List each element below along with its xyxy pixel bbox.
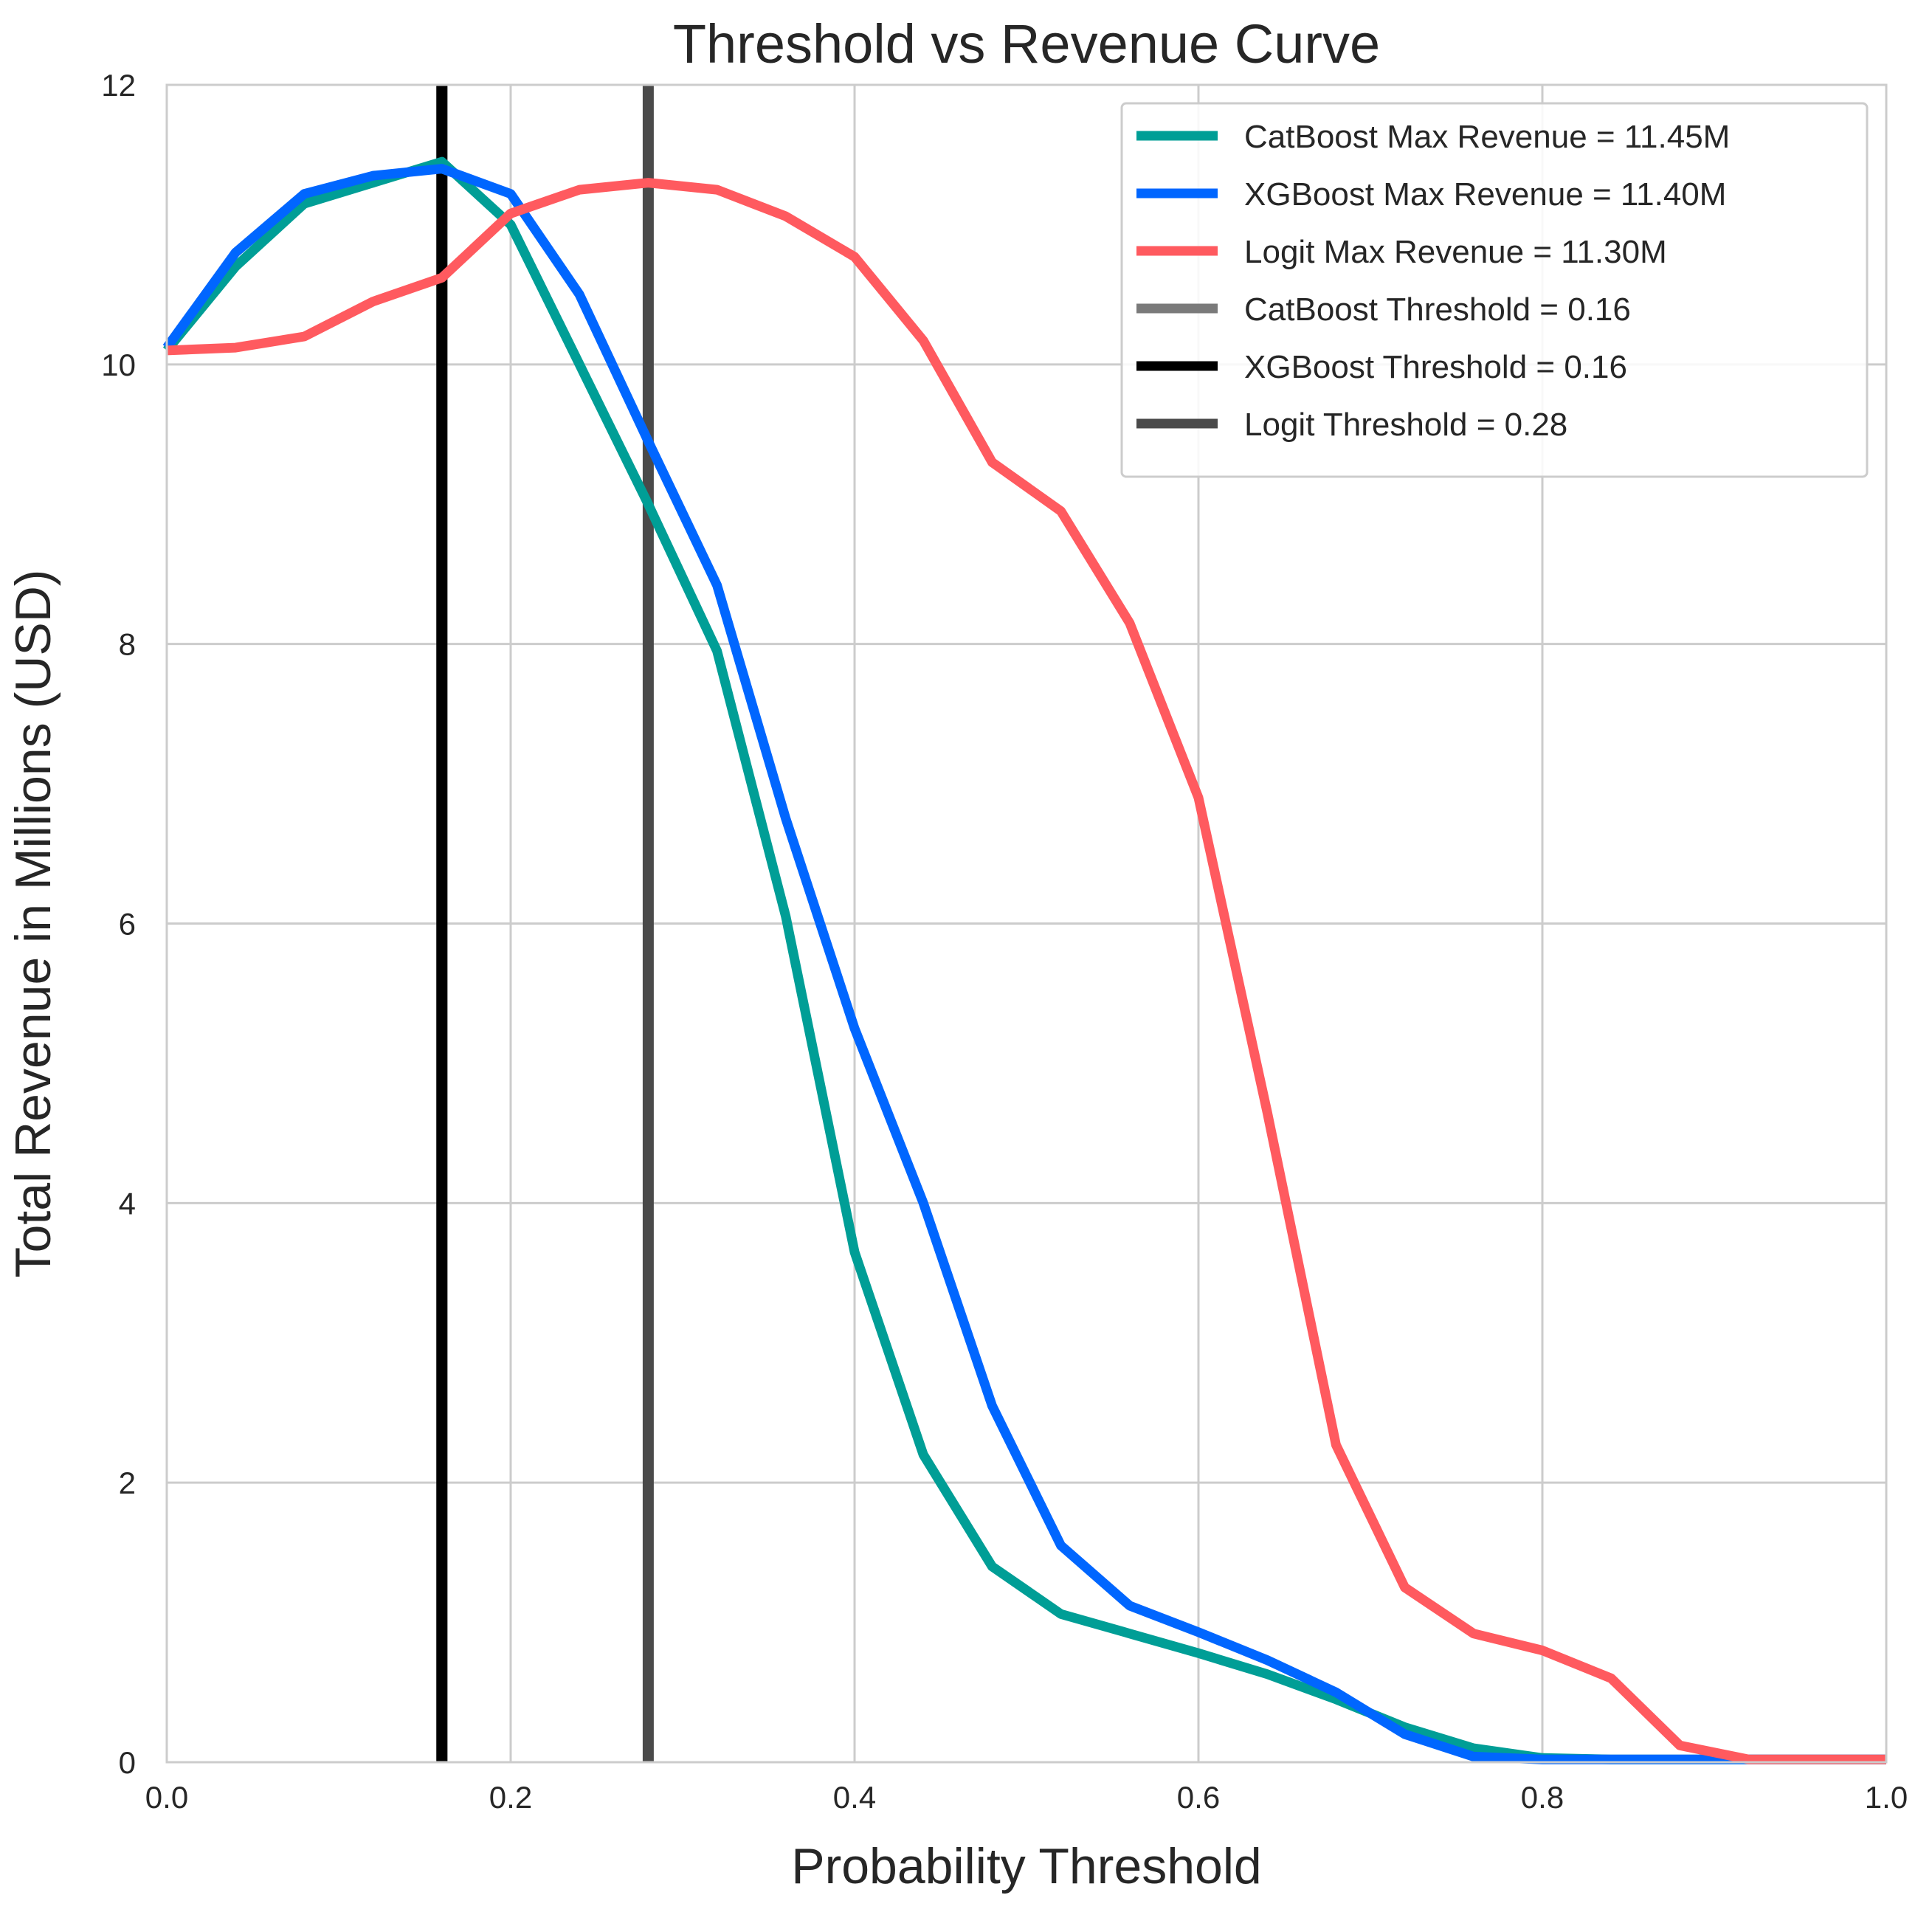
x-tick-label: 0.8 [1521, 1780, 1564, 1815]
y-tick-label: 2 [119, 1466, 136, 1500]
y-tick-label: 4 [119, 1186, 136, 1221]
x-tick-labels: 0.0 0.2 0.4 0.6 0.8 1.0 [145, 1780, 1908, 1815]
y-tick-label: 8 [119, 627, 136, 662]
y-tick-label: 0 [119, 1745, 136, 1780]
series-lines [162, 156, 1886, 1764]
series-line [166, 178, 1886, 1764]
gridlines [165, 83, 1888, 1764]
plot-frame [165, 83, 1888, 1764]
chart-title: Threshold vs Revenue Curve [673, 13, 1380, 75]
legend-label: XGBoost Max Revenue = 11.40M [1244, 176, 1726, 213]
x-tick-label: 0.4 [833, 1780, 876, 1815]
series-line [162, 164, 1886, 1764]
legend-label: CatBoost Max Revenue = 11.45M [1244, 119, 1730, 155]
y-tick-label: 12 [101, 68, 136, 103]
y-tick-labels: 0 2 4 6 8 10 12 [101, 68, 136, 1780]
legend-label: XGBoost Threshold = 0.16 [1244, 349, 1627, 385]
y-axis-label: Total Revenue in Millions (USD) [5, 570, 61, 1278]
threshold-lines [436, 85, 654, 1762]
x-tick-label: 0.0 [145, 1780, 188, 1815]
legend: CatBoost Max Revenue = 11.45M XGBoost Max… [1120, 102, 1869, 478]
y-tick-label: 6 [119, 907, 136, 942]
y-tick-label: 10 [101, 348, 136, 382]
x-tick-label: 0.2 [489, 1780, 532, 1815]
legend-box [1120, 102, 1869, 478]
x-axis-label: Probability Threshold [791, 1838, 1262, 1894]
x-tick-label: 0.6 [1177, 1780, 1220, 1815]
x-tick-label: 1.0 [1865, 1780, 1908, 1815]
legend-label: Logit Threshold = 0.28 [1244, 407, 1567, 443]
legend-label: CatBoost Threshold = 0.16 [1244, 291, 1631, 328]
legend-label: Logit Max Revenue = 11.30M [1244, 234, 1667, 270]
